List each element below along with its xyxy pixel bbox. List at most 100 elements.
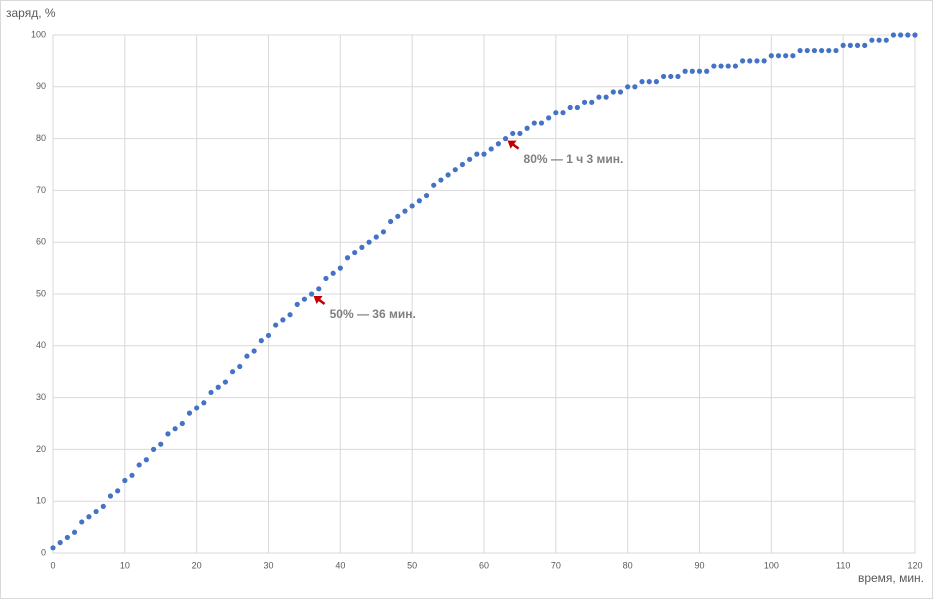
- point: [237, 363, 243, 370]
- point: [711, 63, 717, 69]
- point: [560, 110, 566, 116]
- annotation: 50% — 36 мин.: [330, 307, 416, 321]
- point: [790, 53, 796, 59]
- point: [675, 73, 681, 80]
- arrow-head: [507, 140, 517, 149]
- point: [459, 161, 466, 168]
- point: [416, 198, 422, 204]
- point: [538, 120, 545, 126]
- point: [122, 477, 128, 484]
- y-tick-label: 10: [36, 496, 46, 506]
- point: [617, 89, 624, 95]
- point: [732, 63, 739, 69]
- point: [215, 384, 221, 390]
- point: [64, 534, 70, 541]
- point: [208, 389, 214, 396]
- point: [150, 446, 157, 452]
- point: [761, 58, 767, 64]
- point: [696, 68, 703, 74]
- x-tick-label: 120: [907, 560, 922, 570]
- point: [854, 42, 861, 48]
- point: [704, 68, 710, 74]
- point: [344, 255, 351, 261]
- point: [337, 265, 343, 271]
- point: [431, 182, 437, 188]
- point: [467, 156, 473, 162]
- y-axis-title: заряд, %: [6, 6, 56, 20]
- point: [811, 47, 818, 54]
- point: [632, 84, 638, 90]
- point: [553, 110, 559, 116]
- point: [409, 203, 415, 209]
- y-tick-label: 30: [36, 392, 46, 402]
- point: [309, 291, 315, 297]
- point: [646, 79, 652, 85]
- point: [639, 79, 645, 85]
- point: [93, 508, 99, 515]
- x-tick-label: 40: [335, 560, 345, 570]
- point: [524, 125, 530, 131]
- point: [194, 405, 200, 411]
- point: [50, 545, 56, 551]
- point: [352, 249, 358, 256]
- point: [165, 431, 171, 437]
- point: [890, 32, 897, 38]
- y-tick-label: 70: [36, 185, 46, 195]
- point: [668, 73, 674, 80]
- point: [862, 42, 868, 48]
- point: [186, 410, 193, 416]
- point: [287, 312, 293, 318]
- x-tick-label: 60: [479, 560, 489, 570]
- point: [610, 89, 616, 95]
- point: [905, 32, 911, 38]
- point: [581, 99, 588, 105]
- point: [316, 286, 322, 292]
- point: [653, 79, 660, 85]
- x-tick-label: 30: [263, 560, 273, 570]
- point: [833, 47, 839, 54]
- point: [531, 120, 537, 126]
- point: [740, 58, 746, 64]
- y-tick-label: 60: [36, 237, 46, 247]
- y-tick-label: 50: [36, 288, 46, 298]
- point: [495, 141, 501, 147]
- point: [172, 426, 178, 432]
- point: [423, 192, 430, 199]
- point: [280, 317, 286, 323]
- x-tick-label: 20: [192, 560, 202, 570]
- point: [330, 270, 336, 276]
- point: [251, 348, 257, 354]
- point: [510, 130, 516, 137]
- x-tick-label: 100: [764, 560, 779, 570]
- point: [438, 177, 444, 183]
- point: [301, 296, 308, 302]
- point: [725, 63, 731, 69]
- point: [783, 53, 789, 59]
- y-tick-label: 20: [36, 444, 46, 454]
- point: [79, 519, 85, 525]
- point: [115, 488, 121, 494]
- x-tick-label: 70: [551, 560, 561, 570]
- x-tick-label: 10: [120, 560, 130, 570]
- point: [86, 514, 92, 520]
- point: [517, 130, 523, 137]
- point: [452, 167, 458, 173]
- point: [589, 99, 595, 105]
- point: [488, 146, 494, 152]
- point: [323, 275, 329, 282]
- x-tick-label: 50: [407, 560, 417, 570]
- y-tick-label: 0: [41, 547, 46, 557]
- arrow-head: [313, 296, 323, 304]
- point: [294, 301, 300, 307]
- x-axis-title: время, мин.: [858, 571, 924, 585]
- point: [883, 37, 889, 43]
- point: [402, 208, 408, 214]
- x-tick-label: 90: [694, 560, 704, 570]
- point: [804, 47, 810, 54]
- point: [847, 42, 853, 48]
- point: [445, 172, 451, 178]
- point: [71, 529, 78, 535]
- point: [273, 322, 279, 328]
- y-tick-label: 80: [36, 133, 46, 143]
